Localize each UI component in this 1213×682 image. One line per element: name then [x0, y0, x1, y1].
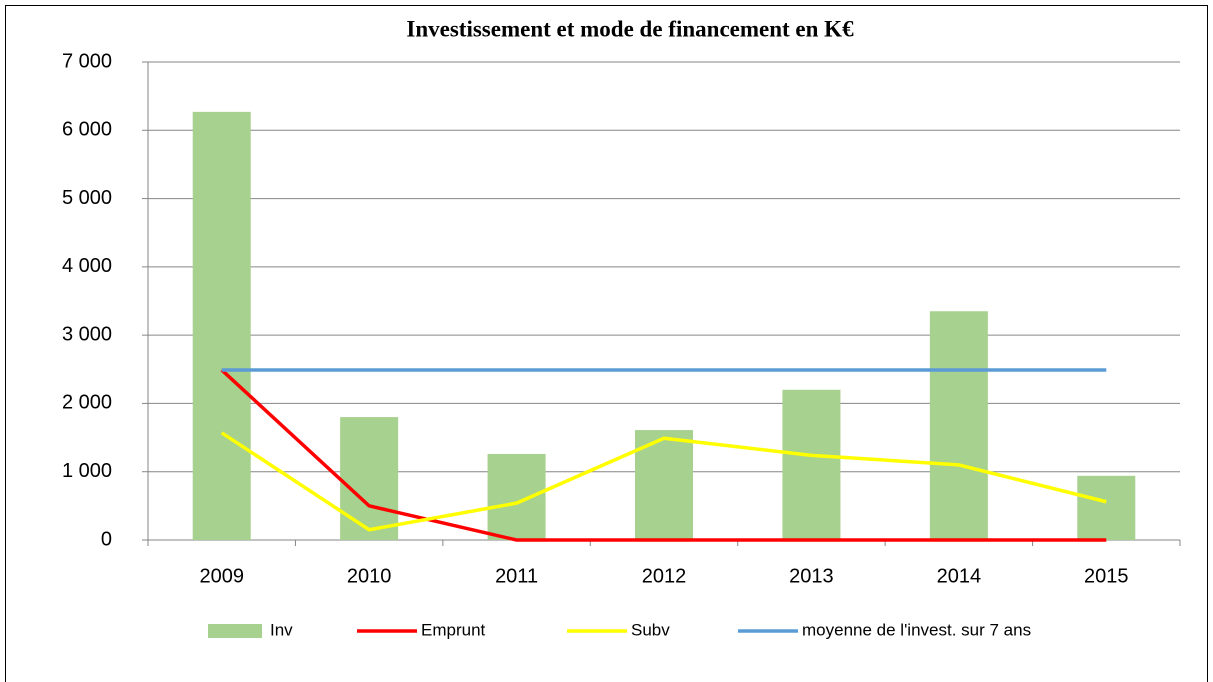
y-tick-label: 0	[101, 528, 112, 550]
line	[220, 431, 1107, 532]
legend-label: Inv	[270, 620, 293, 639]
y-tick-label: 7 000	[62, 50, 112, 72]
legend-swatch	[208, 624, 262, 638]
x-tick-label: 2009	[199, 565, 244, 587]
bar	[929, 311, 988, 540]
bar	[782, 389, 841, 540]
bar	[340, 417, 399, 540]
chart-title: Investissement et mode de financement en…	[406, 16, 854, 41]
y-tick-label: 6 000	[62, 119, 112, 141]
x-tick-label: 2014	[937, 565, 982, 587]
line	[220, 368, 1107, 542]
legend-label: Emprunt	[421, 620, 486, 639]
chart-frame	[5, 5, 1208, 682]
legend-label: Subv	[631, 620, 670, 639]
bar	[192, 111, 251, 540]
y-tick-label: 3 000	[62, 323, 112, 345]
y-tick-label: 4 000	[62, 255, 112, 277]
bar	[1077, 475, 1136, 540]
legend-label: moyenne de l'invest. sur 7 ans	[802, 620, 1031, 639]
y-tick-label: 2 000	[62, 392, 112, 414]
y-tick-label: 5 000	[62, 187, 112, 209]
x-tick-label: 2012	[642, 565, 687, 587]
y-tick-label: 1 000	[62, 460, 112, 482]
bar	[487, 453, 546, 540]
x-tick-label: 2013	[789, 565, 834, 587]
x-tick-label: 2011	[495, 565, 538, 587]
x-tick-label: 2010	[347, 565, 392, 587]
x-tick-label: 2015	[1084, 565, 1129, 587]
